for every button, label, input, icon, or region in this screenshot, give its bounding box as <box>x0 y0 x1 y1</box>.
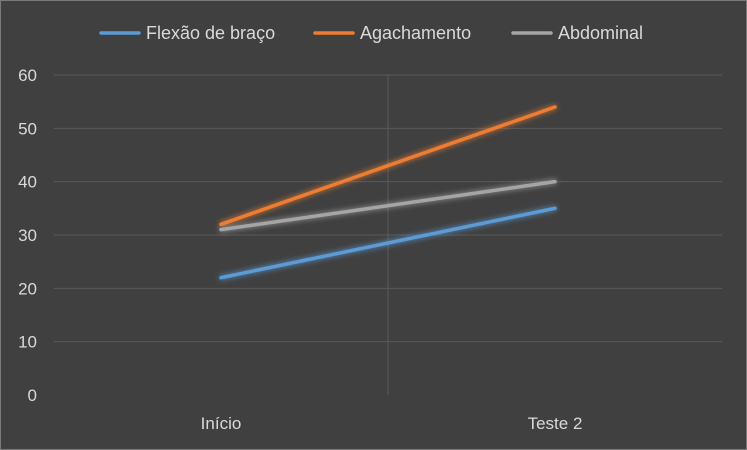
data-point <box>219 222 223 226</box>
x-tick-label: Teste 2 <box>528 414 583 433</box>
series-line-2 <box>219 179 557 232</box>
legend-label: Agachamento <box>360 23 471 43</box>
y-tick-label: 20 <box>18 279 37 298</box>
y-tick-label: 10 <box>18 333 37 352</box>
data-point <box>219 228 223 232</box>
data-point <box>553 180 557 184</box>
series-line-1 <box>219 105 557 227</box>
y-tick-label: 50 <box>18 119 37 138</box>
series-lines <box>219 105 557 280</box>
data-point <box>553 206 557 210</box>
series-line-0 <box>219 206 557 280</box>
legend-label: Flexão de braço <box>146 23 275 43</box>
y-tick-label: 40 <box>18 173 37 192</box>
gridlines <box>54 74 722 395</box>
data-point <box>553 105 557 109</box>
y-tick-label: 60 <box>18 66 37 85</box>
legend-label: Abdominal <box>558 23 643 43</box>
data-point <box>219 276 223 280</box>
legend: Flexão de braço Agachamento Abdominal <box>99 23 643 43</box>
y-tick-label: 0 <box>28 386 37 405</box>
y-axis-ticks: 0 10 20 30 40 50 60 <box>18 66 37 405</box>
y-tick-label: 30 <box>18 226 37 245</box>
x-axis-ticks: Início Teste 2 <box>201 414 583 433</box>
x-tick-label: Início <box>201 414 242 433</box>
